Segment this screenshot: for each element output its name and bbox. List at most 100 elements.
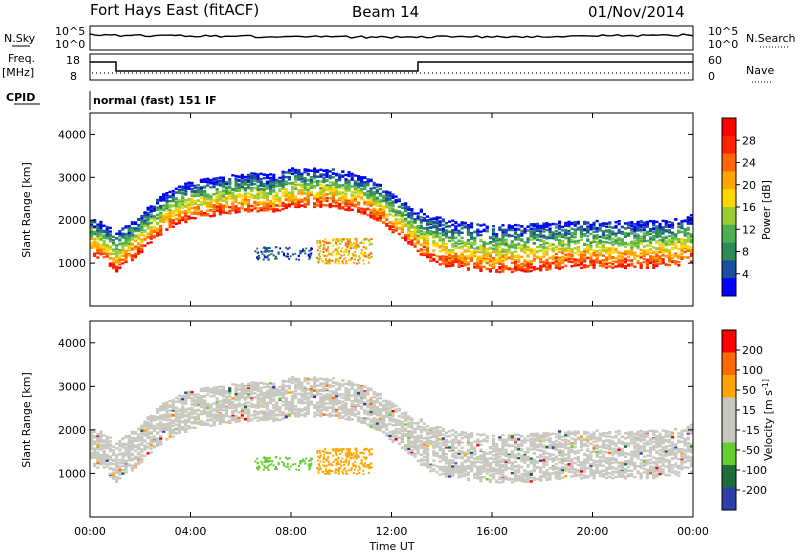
- power-cell: [341, 240, 343, 243]
- power-cell: [372, 209, 376, 212]
- power-cell: [583, 243, 587, 246]
- freq-trace: [90, 61, 693, 72]
- power-cell: [570, 221, 574, 225]
- power-cell: [636, 226, 640, 230]
- power-cell: [334, 240, 337, 243]
- power-cell: [470, 234, 474, 237]
- power-cell: [146, 221, 150, 224]
- power-cell: [576, 226, 580, 229]
- power-cell: [108, 237, 112, 241]
- power-cell: [124, 256, 128, 259]
- power-cell: [391, 205, 395, 208]
- power-cell: [674, 252, 678, 255]
- power-cell: [573, 236, 577, 239]
- power-cell: [432, 225, 436, 228]
- power-cell: [331, 168, 335, 171]
- power-cell: [504, 243, 508, 246]
- power-cell: [162, 194, 166, 197]
- power-cell: [269, 189, 273, 192]
- power-cell: [177, 221, 181, 224]
- power-cell: [177, 212, 181, 216]
- power-ylabel: Slant Range [km]: [20, 162, 33, 258]
- power-cell: [407, 235, 411, 238]
- power-cell: [162, 207, 166, 210]
- power-cell: [495, 246, 499, 249]
- velocity-cell: [105, 459, 109, 462]
- power-cell: [404, 213, 408, 217]
- power-cell: [451, 234, 455, 237]
- velocity-cell: [112, 462, 116, 466]
- power-cell: [316, 203, 320, 207]
- velocity-cell: [108, 436, 112, 439]
- power-cell: [105, 225, 109, 229]
- power-cell: [181, 191, 185, 195]
- power-cell: [576, 239, 580, 243]
- power-cell: [429, 217, 433, 220]
- power-cell: [328, 260, 330, 263]
- power-cell: [193, 209, 197, 213]
- power-cell: [426, 255, 430, 259]
- power-cell: [567, 220, 571, 224]
- power-cell: [595, 236, 599, 239]
- power-cell: [372, 192, 376, 195]
- power-cell: [108, 235, 112, 238]
- power-cell: [102, 246, 106, 249]
- velocity-cell: [115, 442, 119, 445]
- power-cell: [278, 198, 282, 202]
- colorbar-swatch: [722, 153, 736, 172]
- power-cell: [633, 257, 637, 260]
- power-cell: [438, 250, 442, 253]
- velocity-cell: [124, 443, 128, 446]
- power-cell: [426, 219, 430, 222]
- power-cell: [570, 255, 574, 259]
- power-cell: [630, 243, 634, 247]
- power-cell: [561, 225, 565, 229]
- power-cell: [265, 203, 269, 206]
- power-cell: [394, 213, 398, 216]
- power-cell: [444, 252, 448, 255]
- power-cell: [466, 239, 470, 242]
- power-cell: [671, 242, 675, 246]
- power-cell: [457, 239, 461, 242]
- power-cell: [319, 201, 323, 204]
- power-cell: [592, 254, 596, 257]
- power-cell: [498, 238, 502, 241]
- power-cell: [357, 245, 360, 248]
- power-cell: [689, 235, 693, 238]
- power-cell: [664, 235, 668, 238]
- power-cell: [658, 225, 662, 229]
- power-cell: [322, 260, 325, 263]
- power-cell: [407, 215, 411, 219]
- power-cell: [542, 236, 546, 239]
- power-cell: [661, 232, 665, 235]
- power-cell: [451, 255, 455, 258]
- power-cell: [322, 190, 326, 193]
- velocity-cell: [124, 454, 128, 457]
- power-cell: [300, 183, 304, 186]
- power-cell: [303, 187, 307, 190]
- power-cell: [352, 247, 355, 249]
- power-cell: [237, 179, 241, 182]
- velocity-cell: [93, 451, 97, 454]
- power-cell: [228, 180, 232, 183]
- power-cell: [256, 195, 260, 198]
- power-cell: [171, 211, 175, 214]
- power-cell: [272, 189, 276, 192]
- power-cell: [234, 177, 238, 181]
- power-cell: [309, 176, 313, 179]
- power-cell: [448, 259, 452, 262]
- power-cell: [554, 248, 558, 251]
- velocity-cell: [118, 441, 122, 444]
- power-cell: [152, 227, 156, 230]
- power-cell: [532, 268, 536, 271]
- power-cell: [488, 236, 492, 239]
- power-cell: [368, 255, 371, 258]
- power-cell: [327, 250, 330, 253]
- power-cell: [162, 217, 166, 220]
- power-cell: [592, 235, 596, 238]
- power-cell: [112, 258, 116, 262]
- power-cell: [130, 256, 134, 260]
- power-cell: [337, 247, 340, 250]
- power-cell: [410, 208, 414, 211]
- power-cell: [476, 234, 480, 237]
